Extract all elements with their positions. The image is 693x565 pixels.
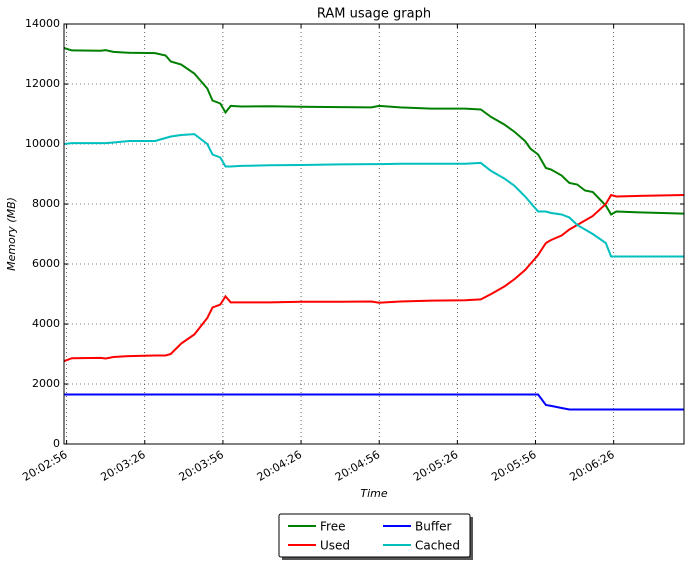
x-tick-label: 20:05:56 bbox=[489, 448, 538, 484]
y-tick-label: 12000 bbox=[25, 77, 60, 90]
x-tick-label: 20:04:56 bbox=[333, 448, 382, 484]
legend-label: Free bbox=[320, 520, 345, 534]
legend-box bbox=[278, 513, 471, 558]
x-tick-label: 20:03:56 bbox=[177, 448, 226, 484]
y-tick-label: 2000 bbox=[32, 377, 60, 390]
series-line bbox=[64, 393, 684, 411]
y-tick-label: 0 bbox=[53, 437, 60, 450]
series-line bbox=[63, 193, 685, 363]
x-tick-label: 20:05:26 bbox=[411, 448, 460, 484]
y-tick-label: 10000 bbox=[25, 137, 60, 150]
legend-label: Cached bbox=[415, 539, 460, 553]
legend-label: Used bbox=[320, 539, 350, 553]
plot-frame bbox=[63, 23, 685, 445]
x-tick-label: 20:02:56 bbox=[20, 448, 69, 484]
x-axis-label: Time bbox=[360, 487, 387, 500]
y-tick-label: 4000 bbox=[32, 317, 60, 330]
x-tick-label: 20:04:26 bbox=[255, 448, 304, 484]
legend-label: Buffer bbox=[415, 520, 451, 534]
chart-title: RAM usage graph bbox=[317, 7, 431, 22]
series-line bbox=[63, 133, 684, 258]
y-axis-label: Memory (MB) bbox=[5, 197, 18, 271]
y-tick-label: 8000 bbox=[32, 197, 60, 210]
y-tick-label: 14000 bbox=[25, 17, 60, 30]
series-line bbox=[63, 47, 685, 216]
y-tick-label: 6000 bbox=[32, 257, 60, 270]
x-tick-label: 20:03:26 bbox=[98, 448, 147, 484]
x-tick-label: 20:06:26 bbox=[567, 448, 616, 484]
